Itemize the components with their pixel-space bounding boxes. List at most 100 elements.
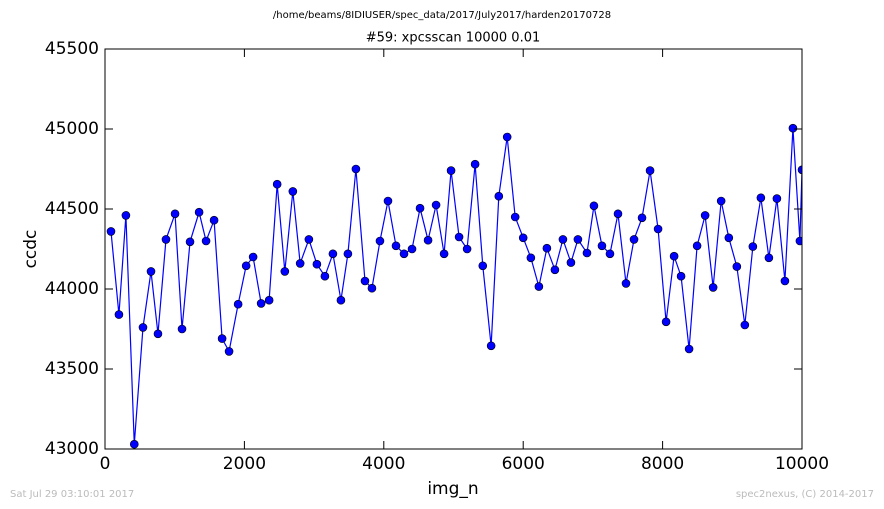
- data-point: [542, 243, 552, 253]
- data-point: [716, 196, 726, 206]
- data-point: [613, 209, 623, 219]
- data-point: [470, 159, 480, 169]
- data-point: [740, 320, 750, 330]
- data-point: [795, 236, 802, 246]
- data-point: [534, 282, 544, 291]
- data-point: [764, 253, 774, 263]
- data-point: [676, 271, 686, 281]
- data-point: [288, 187, 298, 196]
- suptitle: /home/beams/8IDIUSER/spec_data/2017/July…: [273, 10, 611, 21]
- data-point: [114, 310, 124, 319]
- footer-credit: spec2nexus, (C) 2014-2017: [736, 489, 874, 500]
- data-point: [510, 212, 520, 222]
- data-point: [320, 271, 330, 281]
- data-point: [772, 194, 782, 203]
- x-tick-label: 6000: [502, 454, 545, 474]
- data-point: [367, 283, 377, 293]
- chart-title: #59: xpcsscan 10000 0.01: [366, 31, 541, 46]
- data-point: [304, 235, 314, 244]
- data-point: [295, 259, 305, 268]
- data-point: [692, 241, 702, 251]
- data-point: [146, 267, 156, 276]
- data-point: [209, 215, 219, 225]
- data-point: [185, 237, 195, 247]
- data-point: [756, 193, 766, 203]
- y-tick-label: 44000: [45, 279, 99, 299]
- data-point: [462, 244, 472, 254]
- x-tick-label: 4000: [362, 454, 405, 474]
- data-point: [106, 227, 116, 236]
- data-point: [328, 249, 338, 259]
- data-point: [161, 235, 171, 244]
- data-point: [653, 224, 663, 234]
- data-point: [732, 262, 742, 271]
- data-point: [312, 259, 322, 269]
- data-point: [431, 200, 441, 210]
- data-point: [217, 334, 227, 343]
- data-point: [272, 179, 282, 189]
- data-point: [780, 276, 790, 286]
- data-point: [597, 241, 607, 251]
- x-tick-label: 10000: [775, 454, 829, 474]
- data-point: [788, 123, 798, 133]
- data-point: [550, 265, 560, 275]
- y-tick-label: 45500: [45, 39, 99, 59]
- data-point: [708, 283, 718, 292]
- data-point: [669, 251, 679, 261]
- data-point: [748, 242, 758, 251]
- data-point: [621, 279, 631, 288]
- data-point: [558, 235, 568, 244]
- data-point: [502, 132, 512, 142]
- data-point: [343, 249, 353, 259]
- y-tick-label: 44500: [45, 199, 99, 219]
- data-point: [526, 253, 536, 263]
- data-point: [423, 235, 433, 245]
- data-point: [494, 191, 504, 201]
- data-point: [605, 249, 615, 259]
- data-point: [645, 166, 655, 175]
- data-point: [637, 213, 647, 223]
- data-point: [582, 248, 592, 258]
- data-point: [201, 236, 211, 246]
- data-point: [724, 233, 734, 243]
- data-point: [233, 299, 243, 309]
- data-point: [121, 211, 131, 220]
- x-tick-label: 8000: [641, 454, 684, 474]
- x-axis-label: img_n: [427, 479, 478, 499]
- y-tick-label: 43000: [45, 439, 99, 459]
- data-point: [486, 341, 496, 351]
- data-point: [391, 241, 401, 251]
- data-point: [194, 207, 204, 217]
- data-point: [589, 201, 599, 211]
- data-point: [351, 164, 361, 174]
- data-point: [383, 196, 393, 206]
- data-point: [407, 244, 417, 254]
- y-tick-label: 45000: [45, 119, 99, 139]
- data-point: [153, 329, 163, 339]
- data-point: [573, 235, 583, 244]
- x-tick-label: 2000: [223, 454, 266, 474]
- data-point: [478, 261, 488, 271]
- data-point: [700, 211, 710, 220]
- data-point: [566, 258, 576, 267]
- data-point: [454, 232, 464, 242]
- y-axis-label: ccdc: [21, 230, 41, 269]
- y-tick-label: 43500: [45, 359, 99, 379]
- data-point: [264, 295, 274, 305]
- data-point: [280, 267, 290, 276]
- data-point: [797, 165, 802, 175]
- data-point: [241, 261, 251, 271]
- data-point: [336, 295, 346, 305]
- data-point: [129, 439, 139, 449]
- data-point: [629, 235, 639, 244]
- footer-timestamp: Sat Jul 29 03:10:01 2017: [10, 489, 134, 500]
- data-point: [177, 324, 187, 334]
- data-point: [375, 236, 385, 246]
- axes-frame: [104, 48, 803, 450]
- data-point: [360, 276, 370, 286]
- data-point: [684, 344, 694, 354]
- data-point: [224, 347, 234, 356]
- data-point: [661, 317, 671, 327]
- data-point: [446, 166, 456, 175]
